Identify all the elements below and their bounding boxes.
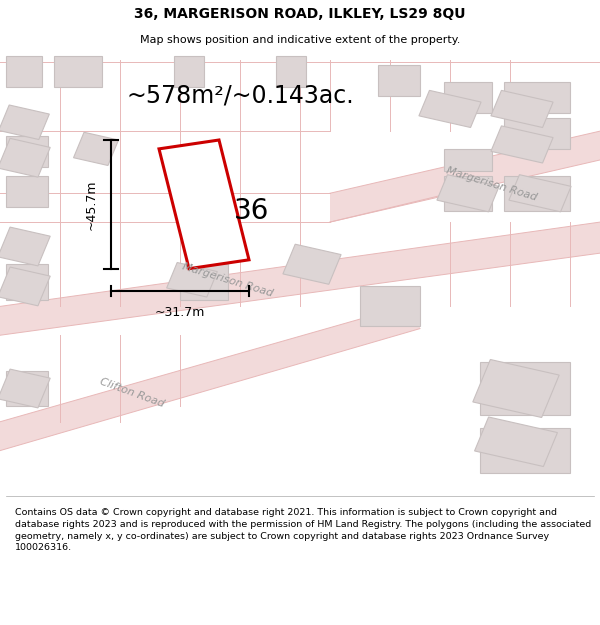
Polygon shape	[0, 105, 49, 139]
Polygon shape	[473, 359, 559, 418]
Polygon shape	[6, 264, 48, 300]
Text: ~45.7m: ~45.7m	[85, 179, 98, 229]
Text: ~578m²/~0.143ac.: ~578m²/~0.143ac.	[126, 84, 354, 107]
Polygon shape	[174, 56, 204, 87]
Polygon shape	[6, 56, 42, 87]
Polygon shape	[504, 118, 570, 149]
Polygon shape	[504, 82, 570, 113]
Polygon shape	[330, 131, 600, 222]
Text: Clifton Road: Clifton Road	[98, 377, 166, 409]
Polygon shape	[475, 417, 557, 466]
Polygon shape	[0, 138, 50, 177]
Polygon shape	[491, 126, 553, 163]
Polygon shape	[491, 91, 553, 128]
Text: Map shows position and indicative extent of the property.: Map shows position and indicative extent…	[140, 35, 460, 45]
Polygon shape	[509, 174, 571, 212]
Polygon shape	[0, 267, 50, 306]
Polygon shape	[444, 149, 492, 171]
Polygon shape	[0, 222, 600, 335]
Polygon shape	[159, 140, 249, 269]
Polygon shape	[6, 136, 48, 167]
Polygon shape	[444, 82, 492, 113]
Polygon shape	[0, 302, 420, 451]
Polygon shape	[6, 176, 48, 206]
Polygon shape	[419, 91, 481, 128]
Polygon shape	[54, 56, 102, 87]
Polygon shape	[6, 371, 48, 406]
Text: 36, MARGERISON ROAD, ILKLEY, LS29 8QU: 36, MARGERISON ROAD, ILKLEY, LS29 8QU	[134, 8, 466, 21]
Text: Contains OS data © Crown copyright and database right 2021. This information is : Contains OS data © Crown copyright and d…	[15, 508, 591, 552]
Polygon shape	[180, 264, 228, 300]
Text: 36: 36	[235, 197, 269, 225]
Polygon shape	[0, 227, 50, 266]
Text: ~31.7m: ~31.7m	[155, 306, 205, 319]
Polygon shape	[504, 176, 570, 211]
Polygon shape	[360, 286, 420, 326]
Polygon shape	[283, 244, 341, 284]
Polygon shape	[437, 174, 499, 212]
Polygon shape	[276, 56, 306, 87]
Text: Margerison Road: Margerison Road	[445, 166, 539, 203]
Polygon shape	[480, 362, 570, 415]
Polygon shape	[74, 132, 118, 166]
Text: Margerison Road: Margerison Road	[181, 261, 275, 298]
Polygon shape	[480, 429, 570, 472]
Polygon shape	[444, 176, 492, 211]
Polygon shape	[167, 262, 217, 297]
Polygon shape	[0, 369, 50, 408]
Polygon shape	[378, 64, 420, 96]
